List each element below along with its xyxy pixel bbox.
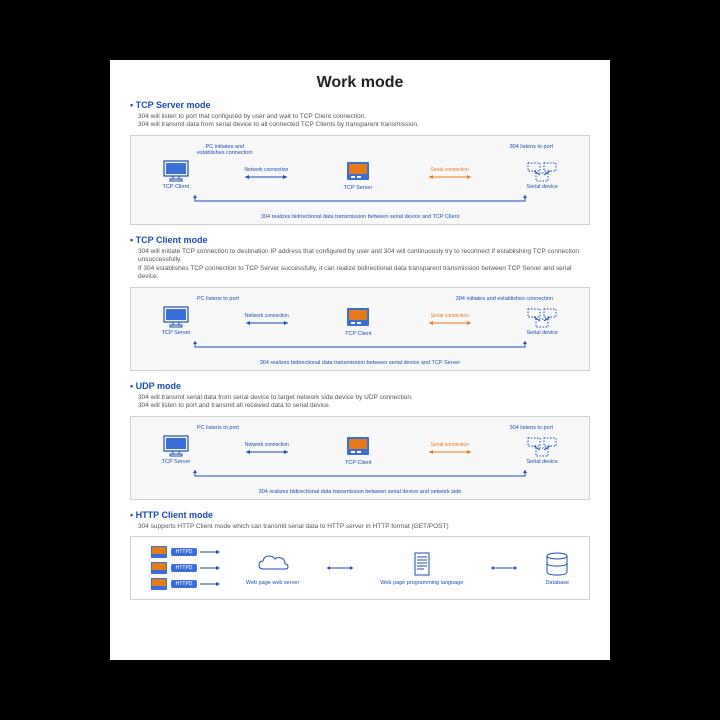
pc-node: TCP Server	[162, 434, 191, 465]
section-tcp-client: • TCP Client mode 304 will initiate TCP …	[130, 235, 590, 371]
arrow-network: Network connection	[242, 442, 292, 456]
pc-icon	[162, 434, 190, 458]
httpd-badge: HTTPD	[171, 580, 198, 588]
httpd-badge: HTTPD	[171, 548, 198, 556]
device-icon	[343, 158, 373, 184]
device-icon	[150, 545, 168, 559]
device-icon	[343, 304, 373, 330]
arrow-serial: Serial connection	[425, 313, 475, 327]
cloud-icon	[255, 551, 291, 577]
doc-node: Web page programming language	[380, 551, 463, 586]
http-client-item: HTTPD	[150, 545, 221, 559]
diagram-caption: 304 realizes bidirectional data transmis…	[137, 360, 583, 366]
device-icon	[343, 433, 373, 459]
serial-node: Serial device	[526, 159, 558, 190]
arrow-serial: Serial connection	[425, 442, 475, 456]
pc-icon	[162, 305, 190, 329]
diagram-caption: 304 realizes bidirectional data transmis…	[137, 489, 583, 495]
pc-icon	[162, 159, 190, 183]
top-label-left: PC initiates and establishes connection	[197, 144, 253, 156]
section-title: • TCP Client mode	[130, 235, 590, 245]
section-udp: • UDP mode 304 will transmit serial data…	[130, 381, 590, 500]
top-label-right: 304 listens to port	[510, 144, 553, 156]
http-client-item: HTTPD	[150, 561, 221, 575]
device-icon	[150, 577, 168, 591]
bottom-arrow-icon	[137, 468, 583, 482]
device-node: TCP Client	[343, 304, 373, 337]
document-icon	[412, 551, 432, 577]
arrow-icon	[489, 565, 519, 571]
serial-icon	[526, 159, 558, 183]
arrow-network: Network connection	[241, 167, 291, 181]
top-label-right: 304 listens to port	[510, 425, 553, 431]
device-node: TCP Client	[343, 433, 373, 466]
section-title: • UDP mode	[130, 381, 590, 391]
device-icon	[150, 561, 168, 575]
httpd-badge: HTTPD	[171, 564, 198, 572]
bottom-arrow-icon	[137, 193, 583, 207]
arrow-network: Network connection	[242, 313, 292, 327]
top-label-left: PC listens to port	[197, 425, 239, 431]
http-client-item: HTTPD	[150, 577, 221, 591]
section-tcp-server: • TCP Server mode 304 will listen to por…	[130, 100, 590, 225]
section-title: • HTTP Client mode	[130, 510, 590, 520]
db-node: Database	[544, 551, 570, 586]
device-node: TCP Server	[343, 158, 373, 191]
section-desc: 304 will listen to port that configured …	[138, 113, 590, 130]
pc-node: TCP Client	[162, 159, 190, 190]
section-http: • HTTP Client mode 304 supports HTTP Cli…	[130, 510, 590, 600]
diagram-tcp-server: PC initiates and establishes connection …	[130, 135, 590, 225]
diagram-udp: PC listens to port 304 listens to port T…	[130, 416, 590, 500]
diagram-http: HTTPD HTTPD HTTPD	[130, 536, 590, 600]
section-title: • TCP Server mode	[130, 100, 590, 110]
http-clients: HTTPD HTTPD HTTPD	[150, 545, 221, 591]
serial-icon	[526, 434, 558, 458]
section-desc: 304 will initiate TCP connection to dest…	[138, 248, 590, 282]
bottom-arrow-icon	[137, 339, 583, 353]
serial-node: Serial device	[526, 434, 558, 465]
page-title: Work mode	[130, 74, 590, 92]
section-desc: 304 supports HTTP Client mode which can …	[138, 523, 590, 531]
serial-node: Serial device	[526, 305, 558, 336]
database-icon	[544, 551, 570, 577]
page: Work mode • TCP Server mode 304 will lis…	[110, 60, 610, 660]
section-desc: 304 will transmit serial data from seria…	[138, 394, 590, 411]
diagram-tcp-client: PC listens to port 304 initiates and est…	[130, 287, 590, 371]
serial-icon	[526, 305, 558, 329]
cloud-node: Web page web server	[246, 551, 299, 586]
arrow-icon	[325, 565, 355, 571]
top-label-right: 304 initiates and establishes connection	[456, 296, 553, 302]
top-label-left: PC listens to port	[197, 296, 239, 302]
pc-node: TCP Server	[162, 305, 191, 336]
arrow-serial: Serial connection	[425, 167, 475, 181]
diagram-caption: 304 realizes bidirectional data transmis…	[137, 214, 583, 220]
